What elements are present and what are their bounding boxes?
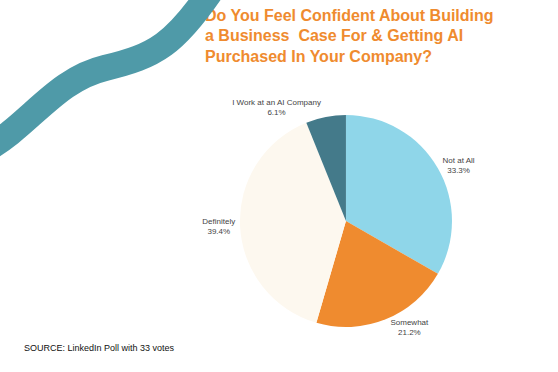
svg-text:Definitely39.4%: Definitely39.4% <box>202 217 235 236</box>
svg-text:I Work at an AI Company6.1%: I Work at an AI Company6.1% <box>232 98 321 117</box>
svg-text:SOURCE: LinkedIn Poll with 33: SOURCE: LinkedIn Poll with 33 votes <box>24 343 175 353</box>
svg-text:Not at All33.3%: Not at All33.3% <box>443 156 475 175</box>
svg-text:Somewhat21.2%: Somewhat21.2% <box>390 318 429 337</box>
svg-text:Do You Feel Confident About Bu: Do You Feel Confident About Buildinga Bu… <box>205 7 494 66</box>
